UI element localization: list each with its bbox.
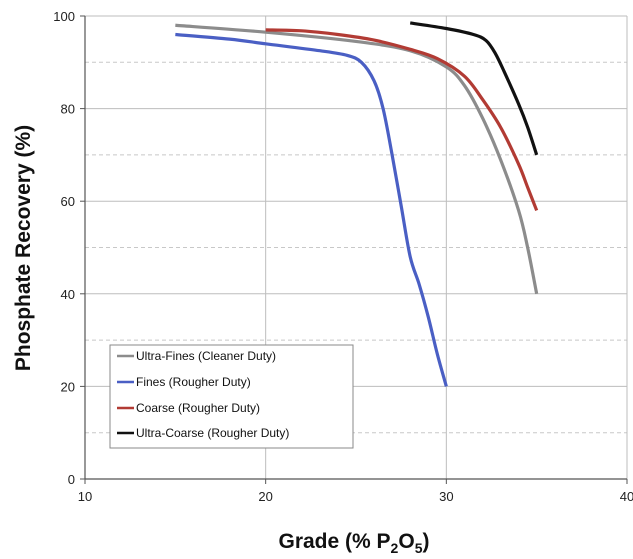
x-axis-title-part: Grade (% P	[279, 530, 391, 553]
x-tick-label: 20	[258, 489, 272, 504]
legend-label: Ultra-Fines (Cleaner Duty)	[136, 349, 276, 363]
series-line	[175, 23, 539, 295]
legend: Ultra-Fines (Cleaner Duty) Fines (Roughe…	[109, 344, 354, 449]
legend-entry: Ultra-Coarse (Rougher Duty)	[117, 426, 289, 440]
x-tick-label: 10	[78, 489, 92, 504]
x-tick-label: 40	[620, 489, 633, 504]
series-line	[265, 28, 539, 212]
axes	[80, 15, 628, 484]
y-tick-label: 80	[61, 102, 75, 117]
legend-entry: Coarse (Rougher Duty)	[117, 401, 260, 415]
series-line	[409, 21, 539, 156]
tick-labels: 0 20 40 60 80 100 10 20 30 40	[53, 9, 633, 504]
y-tick-label: 0	[68, 472, 75, 487]
x-axis-title: Grade (% P2O5)	[279, 530, 430, 556]
x-tick-label: 30	[439, 489, 453, 504]
y-axis-title: Phosphate Recovery (%)	[12, 125, 35, 371]
series-lines	[175, 21, 539, 387]
x-axis-title-part: )	[422, 530, 429, 553]
y-tick-label: 60	[61, 194, 75, 209]
legend-label: Fines (Rougher Duty)	[136, 375, 251, 389]
legend-label: Ultra-Coarse (Rougher Duty)	[136, 426, 289, 440]
y-tick-label: 20	[61, 379, 75, 394]
y-tick-label: 100	[53, 9, 75, 24]
x-axis-title-subscript: 5	[415, 540, 423, 556]
x-axis-title-part: O	[398, 530, 414, 553]
legend-label: Coarse (Rougher Duty)	[136, 401, 260, 415]
series-line	[175, 32, 448, 387]
legend-entry: Ultra-Fines (Cleaner Duty)	[117, 349, 276, 363]
y-tick-label: 40	[61, 287, 75, 302]
legend-box	[109, 344, 354, 449]
legend-entry: Fines (Rougher Duty)	[117, 375, 251, 389]
x-axis-title-subscript: 2	[391, 540, 399, 556]
